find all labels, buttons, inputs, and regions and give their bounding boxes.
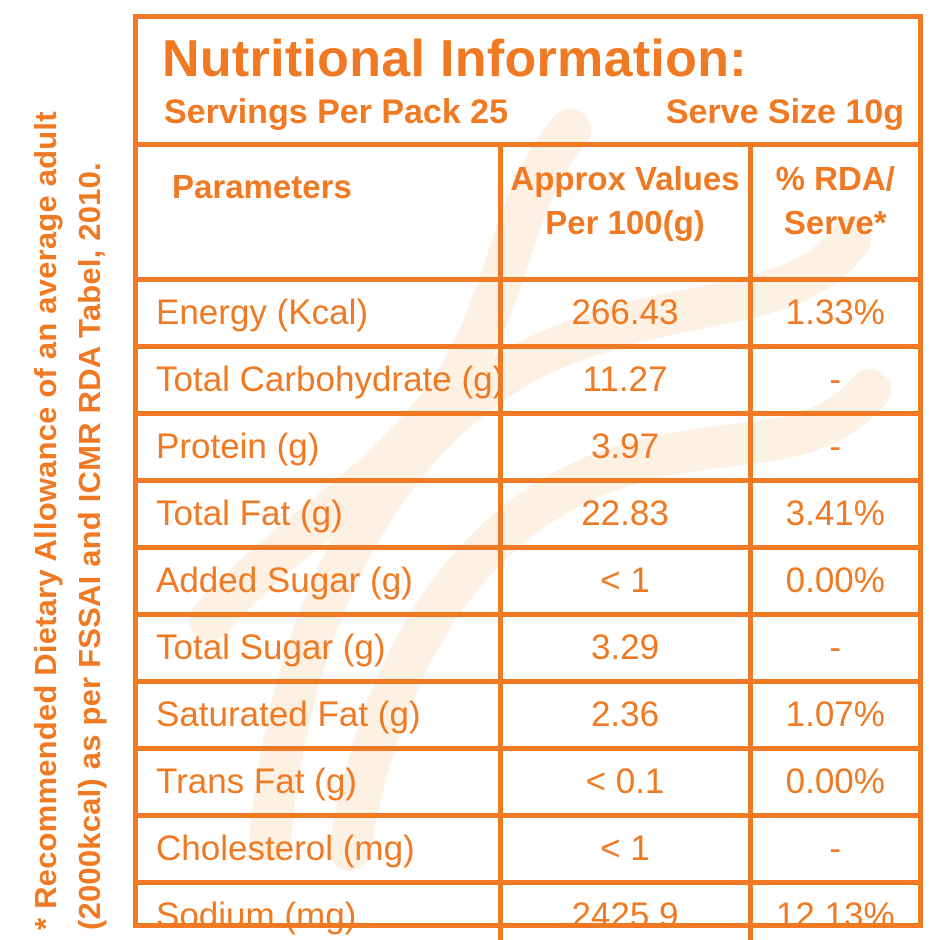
rda-cell: - xyxy=(750,413,918,483)
column-header-parameters-label: Parameters xyxy=(172,168,352,205)
column-header-rda: % RDA/ Serve* xyxy=(750,147,918,282)
value-cell: 266.43 xyxy=(500,279,753,349)
value-cell: < 0.1 xyxy=(500,748,753,818)
rda-cell: 0.00% xyxy=(750,748,918,818)
table-row: Sodium (mg) 2425.9 12.13% xyxy=(138,882,918,940)
rda-footnote-line2: (2000kcal) as per FSSAI and ICMR RDA Tab… xyxy=(72,162,107,930)
parameter-cell: Protein (g) xyxy=(138,413,503,483)
table-row: Total Sugar (g) 3.29 - xyxy=(138,614,918,684)
parameter-cell: Cholesterol (mg) xyxy=(138,815,503,885)
rda-footnote: * Recommended Dietary Allowance of an av… xyxy=(20,20,116,930)
rda-cell: 12.13% xyxy=(775,896,895,935)
parameter-cell: Total Sugar (g) xyxy=(138,614,503,684)
table-row: Cholesterol (mg) < 1 - xyxy=(138,815,918,885)
parameter-cell: Total Carbohydrate (g) xyxy=(138,346,503,416)
table-row: Energy (Kcal) 266.43 1.33% xyxy=(138,279,918,349)
parameter-cell: Energy (Kcal) xyxy=(138,279,503,349)
parameter-cell: Saturated Fat (g) xyxy=(138,681,503,751)
rda-cell: 1.33% xyxy=(750,279,918,349)
column-header-rda-line2: Serve* xyxy=(783,204,887,241)
table-row: Saturated Fat (g) 2.36 1.07% xyxy=(138,681,918,751)
parameter-cell: Added Sugar (g) xyxy=(138,547,503,617)
rda-cell: - xyxy=(750,614,918,684)
table-header-row: Parameters Approx Values Per 100(g) % RD… xyxy=(138,147,918,282)
value-cell: 22.83 xyxy=(500,480,753,550)
table-row: Added Sugar (g) < 1 0.00% xyxy=(138,547,918,617)
table-row: Protein (g) 3.97 - xyxy=(138,413,918,483)
parameter-cell: Total Fat (g) xyxy=(138,480,503,550)
value-cell: 11.27 xyxy=(500,346,753,416)
rda-cell: 0.00% xyxy=(750,547,918,617)
value-cell: 2425.9 xyxy=(500,882,753,940)
column-header-rda-line1: % RDA/ xyxy=(775,160,895,197)
table-row: Total Carbohydrate (g) 11.27 - xyxy=(138,346,918,416)
table-row: Trans Fat (g) < 0.1 0.00% xyxy=(138,748,918,818)
servings-per-pack: Servings Per Pack 25 xyxy=(164,93,509,131)
page-title: Nutritional Information: xyxy=(162,30,747,88)
column-header-approx-line2: Per 100(g) xyxy=(545,204,705,241)
value-cell: 3.97 xyxy=(500,413,753,483)
column-header-approx-line1: Approx Values xyxy=(510,160,740,197)
nutrition-panel: Nutritional Information: Servings Per Pa… xyxy=(133,14,923,940)
parameter-cell: Sodium (mg) xyxy=(138,882,503,940)
table-row: Total Fat (g) 22.83 3.41% xyxy=(138,480,918,550)
rda-cell: 1.07% xyxy=(750,681,918,751)
rda-cell: 3.41% xyxy=(750,480,918,550)
value-cell: < 1 xyxy=(500,815,753,885)
nutrition-table: Parameters Approx Values Per 100(g) % RD… xyxy=(138,147,918,940)
rda-footnote-line1: * Recommended Dietary Allowance of an av… xyxy=(28,111,63,930)
value-cell: 3.29 xyxy=(500,614,753,684)
column-header-approx-values: Approx Values Per 100(g) xyxy=(500,147,753,282)
column-header-parameters: Parameters xyxy=(138,147,503,282)
nutrition-header: Nutritional Information: Servings Per Pa… xyxy=(138,19,918,147)
value-cell: 2.36 xyxy=(500,681,753,751)
serve-size: Serve Size 10g xyxy=(665,93,904,131)
parameter-cell: Trans Fat (g) xyxy=(138,748,503,818)
rda-cell: - xyxy=(750,815,918,885)
rda-cell: - xyxy=(750,346,918,416)
value-cell: < 1 xyxy=(500,547,753,617)
